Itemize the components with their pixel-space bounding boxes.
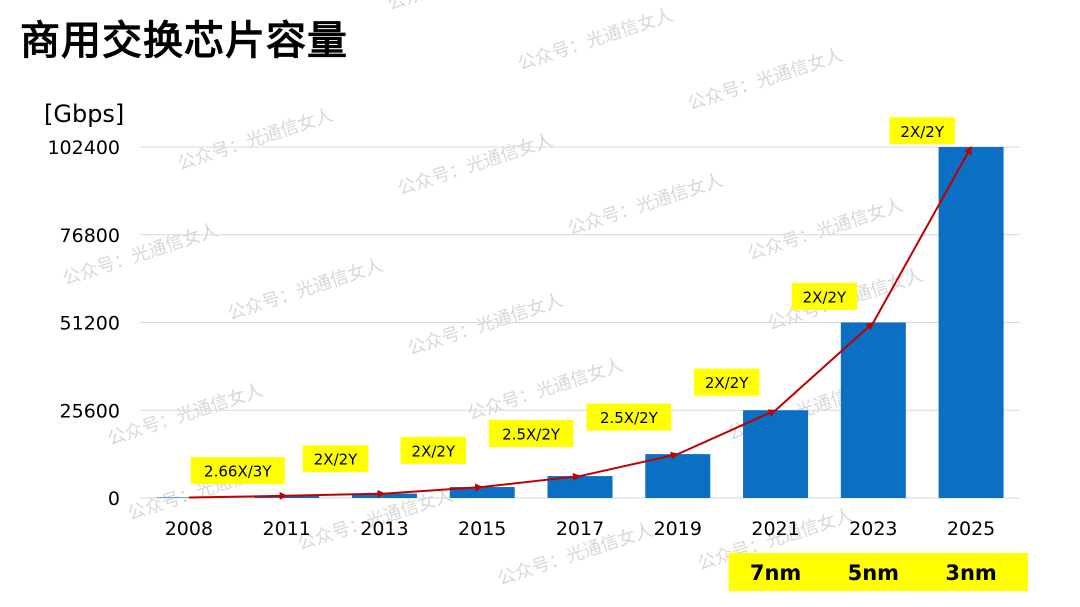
- growth-label-box: [488, 420, 574, 448]
- x-tick-label: 2019: [654, 518, 702, 540]
- y-axis-label: [Gbps]: [44, 100, 124, 128]
- process-node-label: 3nm: [945, 561, 996, 585]
- x-tick-label: 2011: [262, 518, 310, 540]
- growth-label-box: [586, 403, 672, 431]
- y-tick-label: 102400: [47, 137, 120, 159]
- growth-label-box: [190, 457, 285, 485]
- trend-line-segment: [286, 489, 386, 498]
- growth-label: 2.66X/3Y: [204, 463, 272, 481]
- growth-label-box: [693, 368, 760, 396]
- bar: [156, 497, 222, 498]
- x-tick-label: 2025: [947, 518, 995, 540]
- y-tick-label: 25600: [60, 400, 120, 422]
- trend-line-segment: [872, 146, 972, 323]
- growth-label-box: [302, 445, 369, 473]
- growth-label: 2X/2Y: [705, 374, 749, 392]
- trend-line-segment: [384, 483, 484, 495]
- watermark-text: 公众号：光通信女人: [405, 290, 566, 360]
- bar: [645, 454, 711, 498]
- watermark-text: 公众号：光通信女人: [745, 195, 906, 265]
- page-title: 商用交换芯片容量: [20, 18, 348, 64]
- trend-line-segment: [188, 491, 288, 500]
- x-tick-label: 2023: [849, 518, 897, 540]
- y-tick-label: 0: [108, 488, 120, 510]
- growth-label-box: [889, 117, 955, 145]
- bar: [938, 147, 1004, 498]
- watermark-text: 公众号：光通信女人: [565, 170, 726, 240]
- watermark-text: 公众号：光通信女人: [515, 5, 676, 75]
- x-tick-label: 2015: [458, 518, 506, 540]
- growth-label: 2X/2Y: [314, 451, 358, 469]
- y-tick-label: 76800: [60, 225, 120, 247]
- trend-line-segment: [774, 321, 875, 411]
- y-tick-label: 51200: [60, 313, 120, 335]
- process-node-banner: [728, 553, 1028, 591]
- bar: [743, 410, 809, 498]
- x-tick-label: 2008: [165, 518, 213, 540]
- x-tick-label: 2013: [360, 518, 408, 540]
- watermark-text: 公众号：光通信女人: [105, 380, 266, 450]
- bar: [449, 487, 515, 498]
- growth-label-box: [400, 436, 467, 464]
- watermark-text: 公众号：光通信女人: [685, 45, 846, 115]
- bar: [840, 322, 906, 498]
- bar: [547, 476, 613, 498]
- process-node-label: 5nm: [848, 561, 899, 585]
- watermark-text: 公众号：光通信女人: [225, 255, 386, 325]
- trend-line-segment: [579, 451, 679, 478]
- x-tick-label: 2017: [556, 518, 604, 540]
- growth-label: 2X/2Y: [412, 442, 456, 460]
- growth-label-box: [791, 282, 858, 310]
- growth-label: 2X/2Y: [803, 288, 847, 306]
- watermark-text: 公众号：光通信女人: [175, 105, 336, 175]
- process-node-label: 7nm: [750, 561, 801, 585]
- watermark-text: 公众号：光通信女人: [385, 0, 546, 15]
- trend-line-segment: [482, 472, 581, 489]
- x-tick-label: 2021: [751, 518, 799, 540]
- trend-line-segment: [677, 409, 777, 456]
- growth-label: 2X/2Y: [900, 123, 944, 141]
- growth-label: 2.5X/2Y: [502, 426, 561, 444]
- watermark-text: 公众号：光通信女人: [395, 130, 556, 200]
- growth-label: 2.5X/2Y: [600, 409, 659, 427]
